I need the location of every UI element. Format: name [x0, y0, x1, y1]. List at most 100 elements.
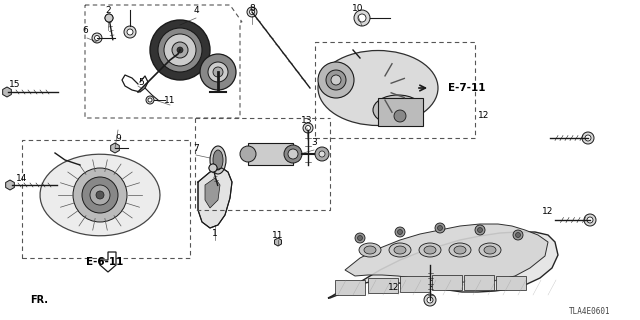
Text: 14: 14 [16, 173, 28, 182]
Text: 15: 15 [9, 79, 20, 89]
Ellipse shape [318, 51, 438, 125]
Polygon shape [100, 252, 116, 272]
Circle shape [424, 294, 436, 306]
Ellipse shape [484, 246, 496, 254]
Bar [464, 275, 494, 290]
Text: 2: 2 [105, 5, 111, 14]
Ellipse shape [394, 246, 406, 254]
Bar [378, 98, 423, 126]
Circle shape [585, 135, 591, 141]
Circle shape [213, 67, 223, 77]
Text: FR.: FR. [30, 295, 48, 305]
Circle shape [73, 168, 127, 222]
Ellipse shape [210, 146, 226, 174]
Bar [496, 276, 526, 290]
Circle shape [318, 62, 354, 98]
Text: 6: 6 [82, 26, 88, 35]
Circle shape [319, 151, 325, 157]
Bar [315, 42, 475, 138]
Circle shape [208, 62, 228, 82]
Ellipse shape [373, 95, 423, 125]
Circle shape [200, 54, 236, 90]
Circle shape [82, 177, 118, 213]
Text: 11: 11 [272, 230, 284, 239]
Circle shape [96, 191, 104, 199]
Circle shape [513, 230, 523, 240]
Text: 5: 5 [138, 77, 144, 86]
Circle shape [303, 123, 313, 133]
Bar [22, 140, 190, 258]
Circle shape [284, 145, 302, 163]
Circle shape [331, 75, 341, 85]
Text: 12: 12 [388, 284, 400, 292]
Circle shape [315, 147, 329, 161]
Circle shape [288, 149, 298, 159]
Text: TLA4E0601: TLA4E0601 [569, 308, 611, 316]
Text: E-6-11: E-6-11 [86, 257, 124, 267]
Circle shape [90, 185, 110, 205]
Bar [368, 278, 398, 293]
Bar [248, 143, 293, 165]
Circle shape [92, 33, 102, 43]
Polygon shape [111, 143, 119, 153]
Circle shape [164, 34, 196, 66]
Bar [400, 276, 430, 292]
Polygon shape [198, 168, 232, 228]
Circle shape [177, 47, 183, 53]
Circle shape [354, 10, 370, 26]
Circle shape [148, 98, 152, 102]
Text: 1: 1 [212, 229, 218, 238]
Ellipse shape [479, 243, 501, 257]
Ellipse shape [419, 243, 441, 257]
Circle shape [358, 14, 366, 22]
Text: 9: 9 [115, 133, 121, 142]
Polygon shape [275, 238, 282, 246]
Bar [335, 280, 365, 295]
Bar [432, 275, 462, 290]
Circle shape [587, 217, 593, 223]
Circle shape [209, 164, 217, 172]
Circle shape [395, 227, 405, 237]
Circle shape [397, 229, 403, 235]
Text: 10: 10 [352, 4, 364, 12]
Polygon shape [6, 180, 14, 190]
Circle shape [95, 36, 99, 41]
Circle shape [515, 233, 520, 237]
Text: 12: 12 [478, 110, 490, 119]
Circle shape [477, 228, 483, 233]
Ellipse shape [389, 243, 411, 257]
Circle shape [358, 236, 362, 241]
Text: 8: 8 [249, 4, 255, 12]
Circle shape [326, 70, 346, 90]
Polygon shape [3, 87, 12, 97]
Ellipse shape [359, 243, 381, 257]
Circle shape [305, 125, 310, 131]
Text: E-7-11: E-7-11 [448, 83, 486, 93]
Ellipse shape [449, 243, 471, 257]
Circle shape [250, 10, 255, 14]
Circle shape [150, 20, 210, 80]
Circle shape [427, 297, 433, 303]
Polygon shape [205, 178, 220, 208]
Circle shape [247, 7, 257, 17]
Circle shape [146, 96, 154, 104]
Polygon shape [328, 232, 558, 298]
Circle shape [394, 110, 406, 122]
Circle shape [172, 42, 188, 58]
Polygon shape [345, 224, 548, 283]
Circle shape [158, 28, 202, 72]
Ellipse shape [424, 246, 436, 254]
Circle shape [240, 146, 256, 162]
Polygon shape [40, 154, 160, 236]
Circle shape [127, 29, 133, 35]
Text: 7: 7 [193, 143, 199, 153]
Circle shape [124, 26, 136, 38]
Ellipse shape [213, 150, 223, 170]
Ellipse shape [364, 246, 376, 254]
Circle shape [475, 225, 485, 235]
Text: 13: 13 [301, 116, 313, 124]
Text: 11: 11 [164, 95, 176, 105]
Circle shape [582, 132, 594, 144]
Circle shape [355, 233, 365, 243]
Circle shape [105, 14, 113, 22]
